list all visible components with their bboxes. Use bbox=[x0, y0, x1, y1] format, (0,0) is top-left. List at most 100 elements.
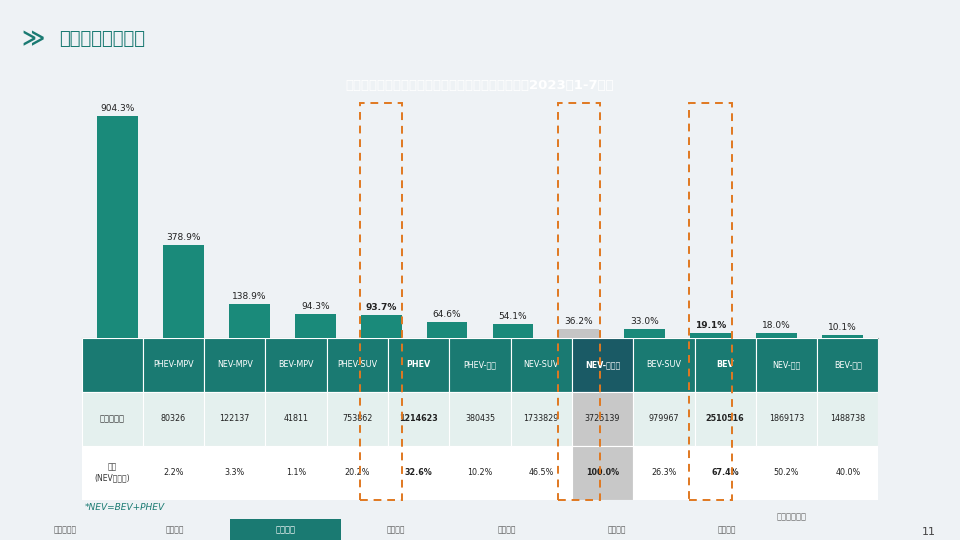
Text: BEV-SUV: BEV-SUV bbox=[646, 360, 682, 369]
Text: 18.0%: 18.0% bbox=[762, 321, 791, 330]
Text: 40.0%: 40.0% bbox=[835, 468, 860, 477]
Bar bbox=[511, 446, 572, 500]
Bar bbox=[756, 392, 817, 446]
Text: ≫: ≫ bbox=[21, 30, 44, 50]
Bar bbox=[229, 303, 270, 338]
Bar bbox=[388, 338, 449, 392]
Text: 94.3%: 94.3% bbox=[301, 302, 329, 312]
Text: NEV-轿车: NEV-轿车 bbox=[773, 360, 801, 369]
Bar bbox=[361, 315, 401, 338]
Bar bbox=[817, 338, 878, 392]
Text: *NEV=BEV+PHEV: *NEV=BEV+PHEV bbox=[84, 503, 164, 512]
Bar bbox=[143, 338, 204, 392]
Bar bbox=[163, 245, 204, 338]
Text: PHEV-MPV: PHEV-MPV bbox=[154, 360, 194, 369]
Text: 品牌定位: 品牌定位 bbox=[387, 525, 405, 534]
Text: 1869173: 1869173 bbox=[769, 414, 804, 423]
Text: 32.6%: 32.6% bbox=[405, 468, 433, 477]
Text: 1.1%: 1.1% bbox=[286, 468, 306, 477]
Text: 新能源市场: 新能源市场 bbox=[53, 525, 77, 534]
Bar bbox=[82, 392, 143, 446]
Bar bbox=[572, 392, 634, 446]
Bar bbox=[511, 392, 572, 446]
Bar bbox=[492, 324, 534, 338]
Bar bbox=[97, 116, 138, 338]
Text: 份额
(NEV总市场): 份额 (NEV总市场) bbox=[94, 463, 130, 482]
Bar bbox=[449, 338, 511, 392]
Bar bbox=[756, 338, 817, 392]
Text: 车型大类: 车型大类 bbox=[276, 525, 296, 534]
Text: 细分定位: 细分定位 bbox=[497, 525, 516, 534]
Bar bbox=[634, 392, 694, 446]
Bar bbox=[817, 392, 878, 446]
Bar bbox=[388, 446, 449, 500]
Text: 100.0%: 100.0% bbox=[586, 468, 619, 477]
Text: PHEV-轿车: PHEV-轿车 bbox=[464, 360, 496, 369]
Bar bbox=[690, 333, 731, 338]
Text: 技术类型: 技术类型 bbox=[166, 525, 184, 534]
Text: 1733829: 1733829 bbox=[523, 414, 559, 423]
Bar bbox=[326, 446, 388, 500]
Text: 904.3%: 904.3% bbox=[101, 104, 135, 113]
Text: 50.2%: 50.2% bbox=[774, 468, 800, 477]
Bar bbox=[572, 338, 634, 392]
Text: PHEV-SUV: PHEV-SUV bbox=[337, 360, 377, 369]
Text: BEV: BEV bbox=[716, 360, 734, 369]
Text: 新能源市场各车型不同技术类型增速、销量和份额（2023年1-7月）: 新能源市场各车型不同技术类型增速、销量和份额（2023年1-7月） bbox=[346, 78, 614, 92]
Text: 2510516: 2510516 bbox=[706, 414, 745, 423]
Text: 1214623: 1214623 bbox=[399, 414, 438, 423]
Text: 67.4%: 67.4% bbox=[711, 468, 739, 477]
Bar bbox=[388, 392, 449, 446]
Bar bbox=[572, 446, 634, 500]
Text: 企业竞争: 企业竞争 bbox=[718, 525, 736, 534]
Bar bbox=[559, 329, 599, 338]
Bar bbox=[634, 446, 694, 500]
Bar bbox=[204, 446, 266, 500]
Bar bbox=[449, 446, 511, 500]
Bar bbox=[449, 392, 511, 446]
Bar bbox=[822, 335, 863, 338]
Text: 3725139: 3725139 bbox=[585, 414, 620, 423]
Text: 19.1%: 19.1% bbox=[695, 321, 726, 330]
Bar bbox=[204, 392, 266, 446]
Text: 2.2%: 2.2% bbox=[163, 468, 183, 477]
Text: 33.0%: 33.0% bbox=[631, 318, 659, 327]
Bar bbox=[326, 392, 388, 446]
Bar bbox=[694, 446, 756, 500]
Text: 138.9%: 138.9% bbox=[232, 292, 267, 301]
Text: 销量（辆）: 销量（辆） bbox=[100, 414, 125, 423]
Bar bbox=[143, 392, 204, 446]
Bar bbox=[426, 322, 468, 338]
Bar bbox=[694, 392, 756, 446]
Text: 380435: 380435 bbox=[465, 414, 495, 423]
Text: 54.1%: 54.1% bbox=[498, 312, 527, 321]
Bar bbox=[756, 333, 797, 338]
Bar bbox=[694, 338, 756, 392]
Text: 1488738: 1488738 bbox=[830, 414, 865, 423]
Text: 11: 11 bbox=[922, 527, 936, 537]
Text: 36.2%: 36.2% bbox=[564, 316, 593, 326]
Text: 64.6%: 64.6% bbox=[433, 310, 462, 319]
Text: 41811: 41811 bbox=[283, 414, 308, 423]
Text: 26.3%: 26.3% bbox=[651, 468, 677, 477]
Text: 深度分析报告: 深度分析报告 bbox=[777, 512, 806, 521]
Text: 3.3%: 3.3% bbox=[225, 468, 245, 477]
Bar bbox=[204, 338, 266, 392]
Text: 价格定位: 价格定位 bbox=[608, 525, 626, 534]
Text: 378.9%: 378.9% bbox=[166, 233, 201, 242]
Text: 10.2%: 10.2% bbox=[468, 468, 492, 477]
Text: 20.2%: 20.2% bbox=[345, 468, 371, 477]
Bar bbox=[266, 446, 326, 500]
Bar bbox=[634, 338, 694, 392]
Text: BEV-轿车: BEV-轿车 bbox=[834, 360, 862, 369]
Bar bbox=[511, 338, 572, 392]
Text: 979967: 979967 bbox=[649, 414, 679, 423]
Bar bbox=[143, 446, 204, 500]
Bar bbox=[266, 392, 326, 446]
Bar bbox=[82, 338, 143, 392]
Bar bbox=[266, 338, 326, 392]
Text: 80326: 80326 bbox=[161, 414, 186, 423]
Text: 车型大类细分市场: 车型大类细分市场 bbox=[60, 30, 146, 48]
Bar bbox=[82, 446, 143, 500]
Text: NEV-SUV: NEV-SUV bbox=[523, 360, 559, 369]
